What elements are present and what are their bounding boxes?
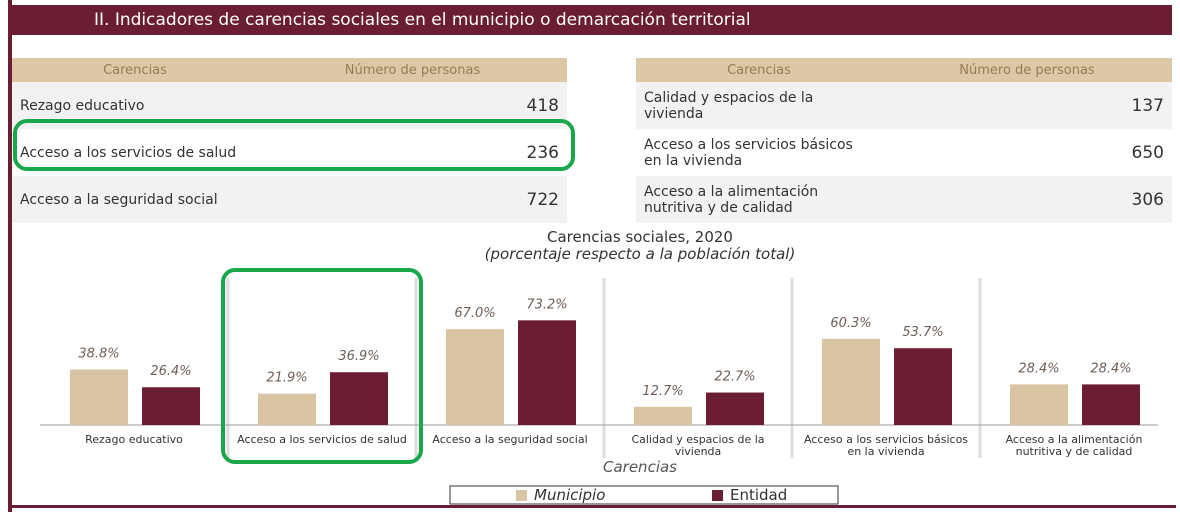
bar bbox=[70, 369, 128, 425]
label-cell: Acceso a los servicios de salud bbox=[20, 144, 237, 161]
value-cell: 306 bbox=[882, 176, 1172, 223]
bar bbox=[330, 372, 388, 425]
row: Acceso a la alimentación nutritiva y de … bbox=[636, 176, 1172, 223]
x-axis-label: Carencias bbox=[603, 458, 677, 476]
bar bbox=[634, 406, 692, 425]
data-label: 67.0% bbox=[454, 306, 495, 321]
border bbox=[8, 0, 12, 512]
column-header: Número de personas bbox=[882, 58, 1172, 82]
value-cell: 236 bbox=[526, 142, 559, 163]
header-row: Carencias Número de personas bbox=[636, 58, 1172, 82]
legend-box bbox=[449, 485, 839, 505]
data-label: 21.9% bbox=[266, 371, 307, 386]
label-cell: Acceso a la alimentación nutritiva y de … bbox=[636, 176, 882, 223]
legend-label: Entidad bbox=[730, 486, 787, 504]
table: Carencias Número de personas Calidad y esp… bbox=[636, 58, 1172, 223]
bar bbox=[518, 320, 576, 425]
data-label: 38.8% bbox=[78, 347, 119, 362]
label-cell: Acceso a la seguridad social bbox=[12, 176, 258, 223]
value-cell: 137 bbox=[882, 82, 1172, 129]
x-tick-label: Acceso a la alimentación nutritiva y de … bbox=[1005, 433, 1143, 458]
data-label: 28.4% bbox=[1090, 361, 1131, 376]
column-header: Número de personas bbox=[258, 58, 567, 82]
chart-subtitle: (porcentaje respecto a la población tota… bbox=[485, 245, 796, 263]
bar bbox=[1010, 384, 1068, 425]
x-tick-label: Rezago educativo bbox=[85, 433, 183, 446]
data-label: 12.7% bbox=[642, 384, 683, 399]
data-label: 73.2% bbox=[526, 297, 567, 312]
row: Acceso a los servicios de salud 236 bbox=[12, 129, 567, 176]
column-header: Carencias bbox=[636, 58, 882, 82]
legend-swatch bbox=[712, 490, 723, 501]
data-label: 36.9% bbox=[338, 349, 379, 364]
value-cell: 722 bbox=[258, 176, 567, 223]
label-cell: Calidad y espacios de la vivienda bbox=[636, 82, 882, 129]
row: Acceso a los servicios básicos en la viv… bbox=[636, 129, 1172, 176]
header-row: Carencias Número de personas bbox=[12, 58, 567, 82]
bar bbox=[142, 387, 200, 425]
x-tick-label: Calidad y espacios de la vivienda bbox=[631, 433, 765, 458]
section-title: II. Indicadores de carencias sociales en… bbox=[12, 5, 1172, 35]
legend-label: Municipio bbox=[534, 486, 605, 504]
data-label: 22.7% bbox=[714, 370, 755, 385]
border bbox=[8, 505, 1176, 508]
data-label: 26.4% bbox=[150, 364, 191, 379]
bar bbox=[446, 329, 504, 425]
data-label: 53.7% bbox=[902, 325, 943, 340]
bar bbox=[258, 393, 316, 425]
highlight bbox=[221, 268, 423, 464]
chart-title: Carencias sociales, 2020 bbox=[547, 228, 733, 246]
row: Calidad y espacios de la vivienda 137 bbox=[636, 82, 1172, 129]
row: Acceso a la seguridad social 722 bbox=[12, 176, 567, 223]
column-header: Carencias bbox=[12, 58, 258, 82]
highlight bbox=[13, 119, 575, 171]
bar bbox=[706, 392, 764, 425]
data-label: 60.3% bbox=[830, 316, 871, 331]
bar bbox=[1082, 384, 1140, 425]
x-tick-label: Acceso a los servicios de salud bbox=[237, 433, 407, 446]
x-tick-label: Acceso a los servicios básicos en la viv… bbox=[803, 433, 969, 458]
data-label: 28.4% bbox=[1018, 361, 1059, 376]
bar bbox=[822, 338, 880, 425]
value-cell: 650 bbox=[1131, 142, 1164, 163]
label-cell: Acceso a los servicios básicos en la viv… bbox=[644, 136, 853, 169]
legend-swatch bbox=[516, 490, 527, 501]
x-tick-label: Acceso a la seguridad social bbox=[432, 433, 588, 446]
bar bbox=[894, 348, 952, 425]
